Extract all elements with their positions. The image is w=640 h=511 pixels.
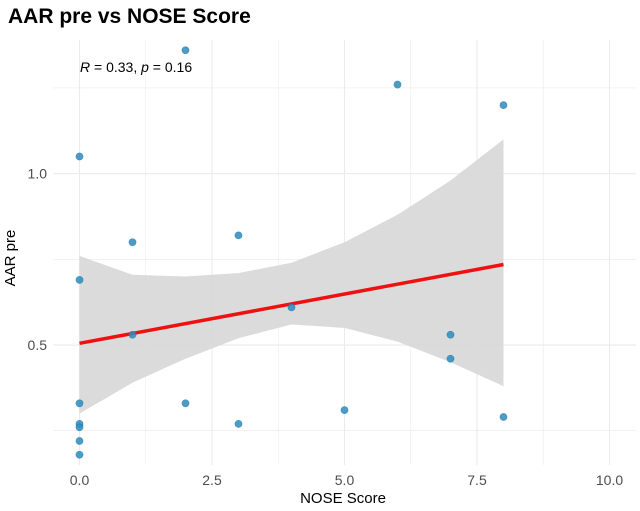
data-point: [75, 450, 84, 459]
data-point: [75, 152, 84, 161]
data-point: [181, 46, 190, 55]
data-point: [446, 330, 455, 339]
y-axis-ticks: 0.5 1.0: [28, 166, 48, 353]
r-symbol: R: [80, 59, 90, 75]
gridlines: [53, 40, 636, 465]
data-point: [181, 399, 190, 408]
data-point: [499, 413, 508, 421]
p-value: = 0.16: [149, 59, 192, 75]
data-point: [234, 419, 243, 428]
x-tick-label: 2.5: [202, 472, 222, 488]
data-point: [340, 406, 349, 415]
x-tick-label: 5.0: [335, 472, 355, 488]
x-tick-label: 10.0: [596, 472, 623, 488]
data-point: [287, 303, 296, 312]
data-point: [234, 231, 243, 240]
data-point: [128, 330, 137, 339]
data-point: [75, 423, 84, 432]
data-point: [75, 437, 84, 445]
p-symbol: p: [140, 59, 149, 75]
x-axis-ticks: 0.0 2.5 5.0 7.5 10.0: [70, 472, 624, 488]
data-point: [446, 354, 455, 363]
confidence-band-layer: [79, 139, 504, 414]
y-tick-label: 1.0: [28, 166, 48, 182]
x-tick-label: 0.0: [70, 472, 90, 488]
y-axis-label: AAR pre: [2, 230, 19, 287]
confidence-band: [79, 139, 504, 414]
x-axis-label: NOSE Score: [300, 490, 386, 507]
data-point: [75, 399, 84, 408]
points-layer: [75, 46, 508, 459]
chart-title: AAR pre vs NOSE Score: [8, 5, 251, 28]
data-point: [499, 101, 508, 110]
r-value: = 0.33,: [90, 59, 141, 75]
x-tick-label: 7.5: [467, 472, 487, 488]
data-point: [393, 80, 402, 89]
y-tick-label: 0.5: [28, 337, 48, 353]
data-point: [128, 238, 137, 247]
correlation-annotation: R = 0.33, p = 0.16: [80, 59, 192, 75]
data-point: [75, 276, 84, 284]
